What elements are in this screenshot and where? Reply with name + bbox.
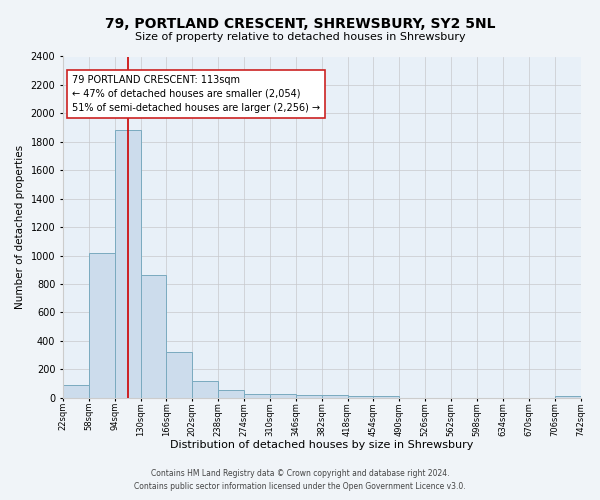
Bar — [270, 394, 296, 398]
Bar — [140, 276, 166, 398]
Bar — [115, 130, 140, 398]
Y-axis label: Number of detached properties: Number of detached properties — [15, 145, 25, 309]
Bar — [193, 382, 218, 398]
Text: Size of property relative to detached houses in Shrewsbury: Size of property relative to detached ho… — [134, 32, 466, 42]
Bar — [322, 395, 347, 398]
Bar — [218, 390, 244, 398]
Text: 79 PORTLAND CRESCENT: 113sqm
← 47% of detached houses are smaller (2,054)
51% of: 79 PORTLAND CRESCENT: 113sqm ← 47% of de… — [71, 75, 320, 113]
Bar — [244, 394, 270, 398]
Bar — [296, 395, 322, 398]
Text: 79, PORTLAND CRESCENT, SHREWSBURY, SY2 5NL: 79, PORTLAND CRESCENT, SHREWSBURY, SY2 5… — [105, 18, 495, 32]
Bar — [89, 252, 115, 398]
Bar — [554, 396, 581, 398]
Bar — [166, 352, 193, 398]
Text: Contains HM Land Registry data © Crown copyright and database right 2024.
Contai: Contains HM Land Registry data © Crown c… — [134, 470, 466, 491]
Bar — [373, 396, 400, 398]
Bar — [347, 396, 373, 398]
Bar — [63, 385, 89, 398]
X-axis label: Distribution of detached houses by size in Shrewsbury: Distribution of detached houses by size … — [170, 440, 473, 450]
